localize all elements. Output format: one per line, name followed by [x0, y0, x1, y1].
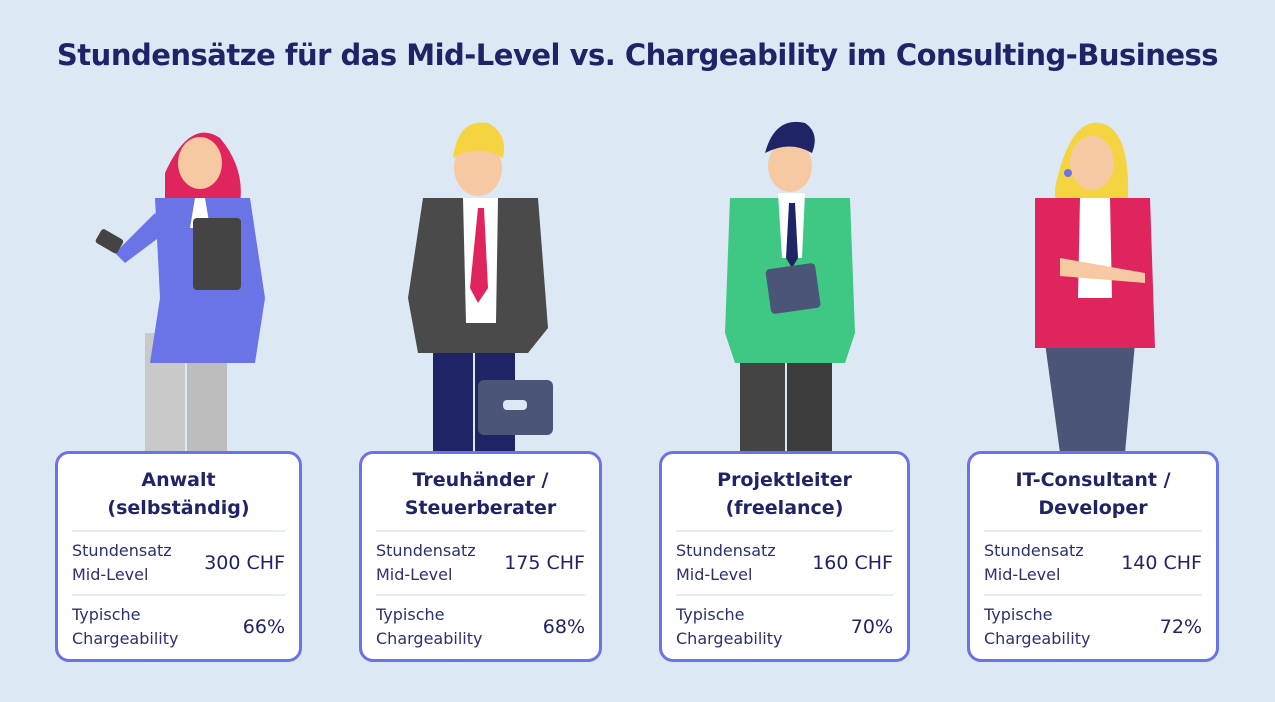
rate-label-line1: Stundensatz [984, 541, 1084, 560]
chargeability-label-line2: Chargeability [376, 629, 483, 648]
it-consultant-illustration [1035, 122, 1155, 453]
chargeability-row: Typische Chargeability 72% [984, 594, 1202, 658]
card-title-line2: (freelance) [725, 497, 844, 519]
rate-label: Stundensatz Mid-Level [376, 539, 476, 587]
rate-value: 160 CHF [812, 552, 893, 574]
chargeability-label-line2: Chargeability [72, 629, 179, 648]
card-title: Treuhänder / Steuerberater [376, 466, 585, 530]
chargeability-label-line2: Chargeability [984, 629, 1091, 648]
rate-label: Stundensatz Mid-Level [984, 539, 1084, 587]
project-manager-illustration [725, 121, 855, 453]
rate-label-line2: Mid-Level [984, 565, 1061, 584]
rate-row: Stundensatz Mid-Level 300 CHF [72, 530, 285, 594]
rate-label-line2: Mid-Level [72, 565, 149, 584]
card-lawyer: Anwalt (selbständig) Stundensatz Mid-Level… [55, 451, 302, 662]
card-title-line2: (selbständig) [107, 497, 250, 519]
rate-label: Stundensatz Mid-Level [676, 539, 776, 587]
card-title-line2: Developer [1038, 497, 1148, 519]
lawyer-illustration [95, 132, 265, 453]
rate-row: Stundensatz Mid-Level 175 CHF [376, 530, 585, 594]
rate-label: Stundensatz Mid-Level [72, 539, 172, 587]
card-it-consultant: IT-Consultant / Developer Stundensatz Mid-… [967, 451, 1219, 662]
chargeability-value: 72% [1159, 616, 1202, 638]
chargeability-label: Typische Chargeability [984, 603, 1090, 651]
rate-label-line2: Mid-Level [676, 565, 753, 584]
rate-label-line1: Stundensatz [376, 541, 476, 560]
card-project-manager: Projektleiter (freelance) Stundensatz Mid-… [659, 451, 910, 662]
rate-value: 140 CHF [1121, 552, 1202, 574]
rate-label-line1: Stundensatz [676, 541, 776, 560]
card-title-line1: Anwalt [141, 469, 216, 491]
chargeability-label-line2: Chargeability [676, 629, 783, 648]
chargeability-row: Typische Chargeability 68% [376, 594, 585, 658]
rate-row: Stundensatz Mid-Level 140 CHF [984, 530, 1202, 594]
card-title: Projektleiter (freelance) [676, 466, 893, 530]
chargeability-label: Typische Chargeability [72, 603, 178, 651]
card-title-line2: Steuerberater [404, 497, 557, 519]
chargeability-label: Typische Chargeability [676, 603, 782, 651]
rate-value: 300 CHF [204, 552, 285, 574]
chargeability-value: 68% [542, 616, 585, 638]
rate-label-line2: Mid-Level [376, 565, 453, 584]
rate-value: 175 CHF [504, 552, 585, 574]
card-title-line1: Projektleiter [717, 469, 852, 491]
page-title: Stundensätze für das Mid-Level vs. Charg… [56, 38, 1219, 72]
rate-row: Stundensatz Mid-Level 160 CHF [676, 530, 893, 594]
chargeability-value: 66% [242, 616, 285, 638]
card-title: Anwalt (selbständig) [72, 466, 285, 530]
chargeability-row: Typische Chargeability 70% [676, 594, 893, 658]
accountant-illustration [408, 122, 553, 453]
card-title-line1: IT-Consultant / [1015, 469, 1171, 491]
chargeability-label-line1: Typische [72, 605, 141, 624]
chargeability-label-line1: Typische [676, 605, 745, 624]
chargeability-row: Typische Chargeability 66% [72, 594, 285, 658]
chargeability-label-line1: Typische [376, 605, 445, 624]
chargeability-value: 70% [850, 616, 893, 638]
rate-label-line1: Stundensatz [72, 541, 172, 560]
card-title: IT-Consultant / Developer [984, 466, 1202, 530]
card-accountant: Treuhänder / Steuerberater Stundensatz Mid… [359, 451, 602, 662]
chargeability-label: Typische Chargeability [376, 603, 482, 651]
chargeability-label-line1: Typische [984, 605, 1053, 624]
card-title-line1: Treuhänder / [412, 469, 549, 491]
